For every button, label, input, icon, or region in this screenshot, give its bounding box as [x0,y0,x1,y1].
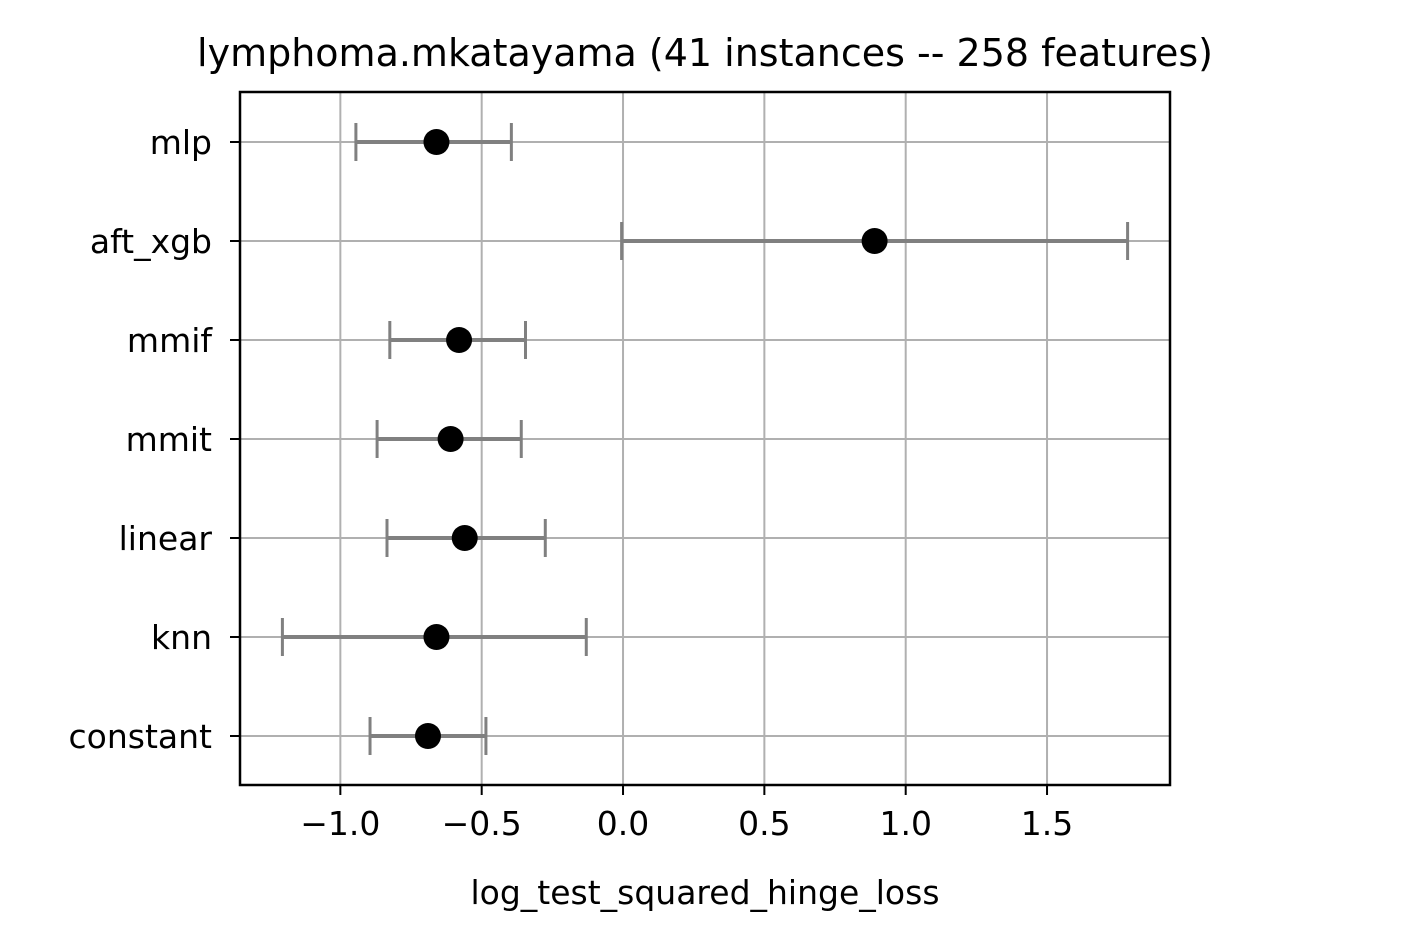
data-point [861,228,888,254]
y-tick-label: knn [151,618,212,657]
x-tick-label: 0.5 [738,804,790,843]
data-points [414,129,888,749]
data-point [423,624,450,650]
data-point [414,723,441,749]
chart-title: lymphoma.mkatayama (41 instances -- 258 … [197,31,1213,75]
data-point [437,426,464,452]
data-point [423,129,450,155]
y-tick-label: mmif [127,321,213,360]
data-point [446,327,473,353]
x-tick-label: 1.0 [879,804,931,843]
y-tick-label: mmit [126,420,212,459]
x-tick-label: −0.5 [442,804,522,843]
x-tick-label: 0.0 [597,804,649,843]
x-tick-label: −1.0 [300,804,380,843]
x-axis-ticks: −1.0 −0.5 0.0 0.5 1.0 1.5 [300,785,1073,843]
y-tick-label: mlp [150,123,212,162]
y-tick-label: linear [119,519,213,558]
x-tick-label: 1.5 [1021,804,1073,843]
y-tick-label: aft_xgb [90,222,212,261]
y-tick-label: constant [69,717,213,756]
x-axis-label: log_test_squared_hinge_loss [470,873,939,912]
data-point [451,525,478,551]
